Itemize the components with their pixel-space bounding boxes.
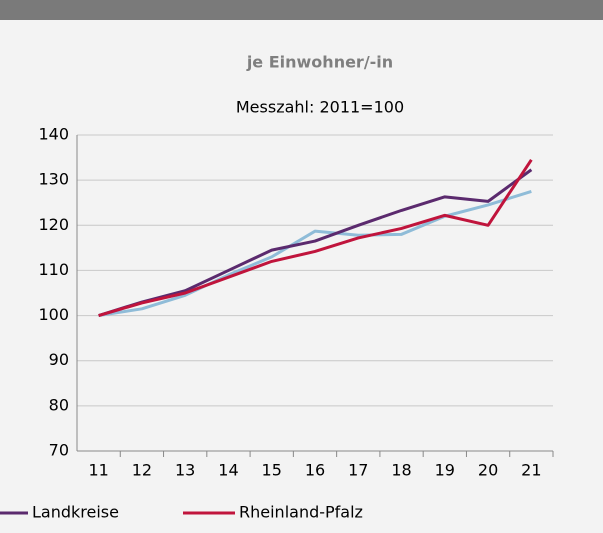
x-tick-label: 18 xyxy=(391,461,411,480)
legend-label: Rheinland-Pfalz xyxy=(239,503,363,522)
header-band xyxy=(0,0,603,20)
x-tick-label: 11 xyxy=(88,461,108,480)
y-tick-label: 100 xyxy=(38,305,69,324)
x-tick-label: 16 xyxy=(305,461,325,480)
chart-subtitle: Messzahl: 2011=100 xyxy=(236,98,404,117)
y-tick-label: 120 xyxy=(38,215,69,234)
x-tick-label: 17 xyxy=(348,461,368,480)
legend-label: Landkreise xyxy=(32,503,119,522)
y-tick-label: 90 xyxy=(49,350,69,369)
y-tick-label: 140 xyxy=(38,125,69,144)
x-tick-label: 14 xyxy=(218,461,238,480)
chart-title: je Einwohner/-in xyxy=(246,53,393,72)
series-line xyxy=(98,168,533,318)
x-tick-label: 21 xyxy=(521,461,541,480)
x-tick-label: 19 xyxy=(435,461,455,480)
y-tick-label: 110 xyxy=(38,260,69,279)
y-tick-label: 80 xyxy=(49,395,69,414)
x-tick-label: 15 xyxy=(262,461,282,480)
y-tick-label: 130 xyxy=(38,170,69,189)
y-tick-label: 70 xyxy=(49,441,69,460)
series-line xyxy=(98,159,533,318)
x-tick-label: 12 xyxy=(132,461,152,480)
x-tick-label: 20 xyxy=(478,461,498,480)
series-line xyxy=(98,189,532,318)
x-tick-label: 13 xyxy=(175,461,195,480)
